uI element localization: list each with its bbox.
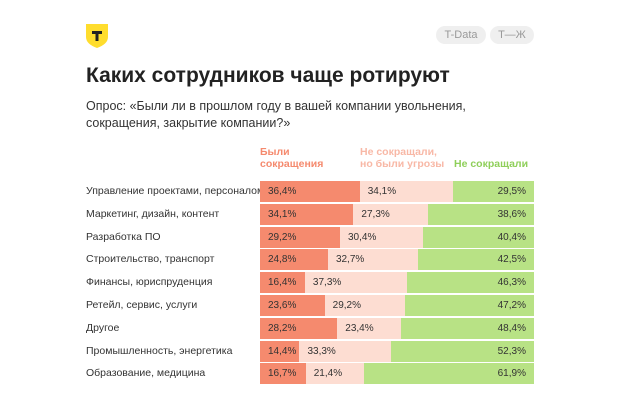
bar-segment-0: 36,4%: [260, 180, 360, 202]
bar-segment-1: 37,3%: [304, 271, 408, 294]
bar-segment-2: 42,5%: [417, 248, 534, 271]
bar-segment-1: 27,3%: [353, 202, 429, 225]
category-label: Строительство, транспорт: [86, 253, 215, 266]
bar-segment-1: 30,4%: [340, 225, 424, 248]
category-label: Промышленность, энергетика: [86, 344, 233, 357]
category-label: Образование, медицина: [86, 367, 206, 380]
bar-segment-2: 48,4%: [401, 316, 534, 339]
bar-segment-1: 23,4%: [337, 316, 402, 339]
bar-segment-2: 40,4%: [423, 225, 534, 248]
bar-segment-1: 29,2%: [324, 294, 405, 316]
bar-segment-0: 23,6%: [260, 294, 325, 316]
bar-segment-1: 32,7%: [327, 248, 418, 271]
bar-segment-2: 52,3%: [390, 339, 534, 362]
category-label: Маркетинг, дизайн, контент: [86, 207, 220, 220]
bar-segment-2: 38,6%: [428, 202, 534, 225]
bar-segment-0: 16,4%: [260, 271, 305, 294]
page-title: Каких сотрудников чаще ротируют: [86, 64, 450, 87]
t-zh-pill[interactable]: Т—Ж: [490, 26, 534, 44]
tbank-logo: [86, 24, 108, 48]
category-label: Управление проектами, персоналом: [86, 185, 265, 197]
legend-1: Не сокращали, но были угрозы: [360, 146, 445, 170]
category-label: Другое: [86, 321, 120, 334]
bar-segment-2: 47,2%: [404, 294, 534, 316]
bar-segment-2: 46,3%: [407, 271, 534, 294]
bar-segment-2: 61,9%: [364, 362, 534, 385]
subtitle: Опрос: «Были ли в прошлом году в вашей к…: [86, 99, 466, 130]
bar-segment-0: 14,4%: [260, 339, 300, 362]
bar-segment-1: 21,4%: [305, 362, 365, 385]
t-data-pill[interactable]: T-Data: [436, 26, 486, 44]
bar-segment-0: 28,2%: [260, 316, 338, 339]
legend-0: Были сокращения: [260, 146, 324, 170]
bar-segment-0: 24,8%: [260, 248, 328, 271]
bar-segment-0: 16,7%: [260, 362, 306, 385]
category-label: Разработка ПО: [86, 230, 161, 243]
legend-2: Не сокращали: [454, 158, 529, 170]
category-label: Финансы, юриспруденция: [86, 276, 213, 289]
bar-segment-0: 34,1%: [260, 202, 354, 225]
bar-segment-2: 29,5%: [453, 180, 534, 202]
category-label: Ретейл, сервис, услуги: [86, 299, 198, 311]
bar-segment-1: 33,3%: [299, 339, 391, 362]
bar-segment-0: 29,2%: [260, 225, 340, 248]
bar-segment-1: 34,1%: [359, 180, 454, 202]
